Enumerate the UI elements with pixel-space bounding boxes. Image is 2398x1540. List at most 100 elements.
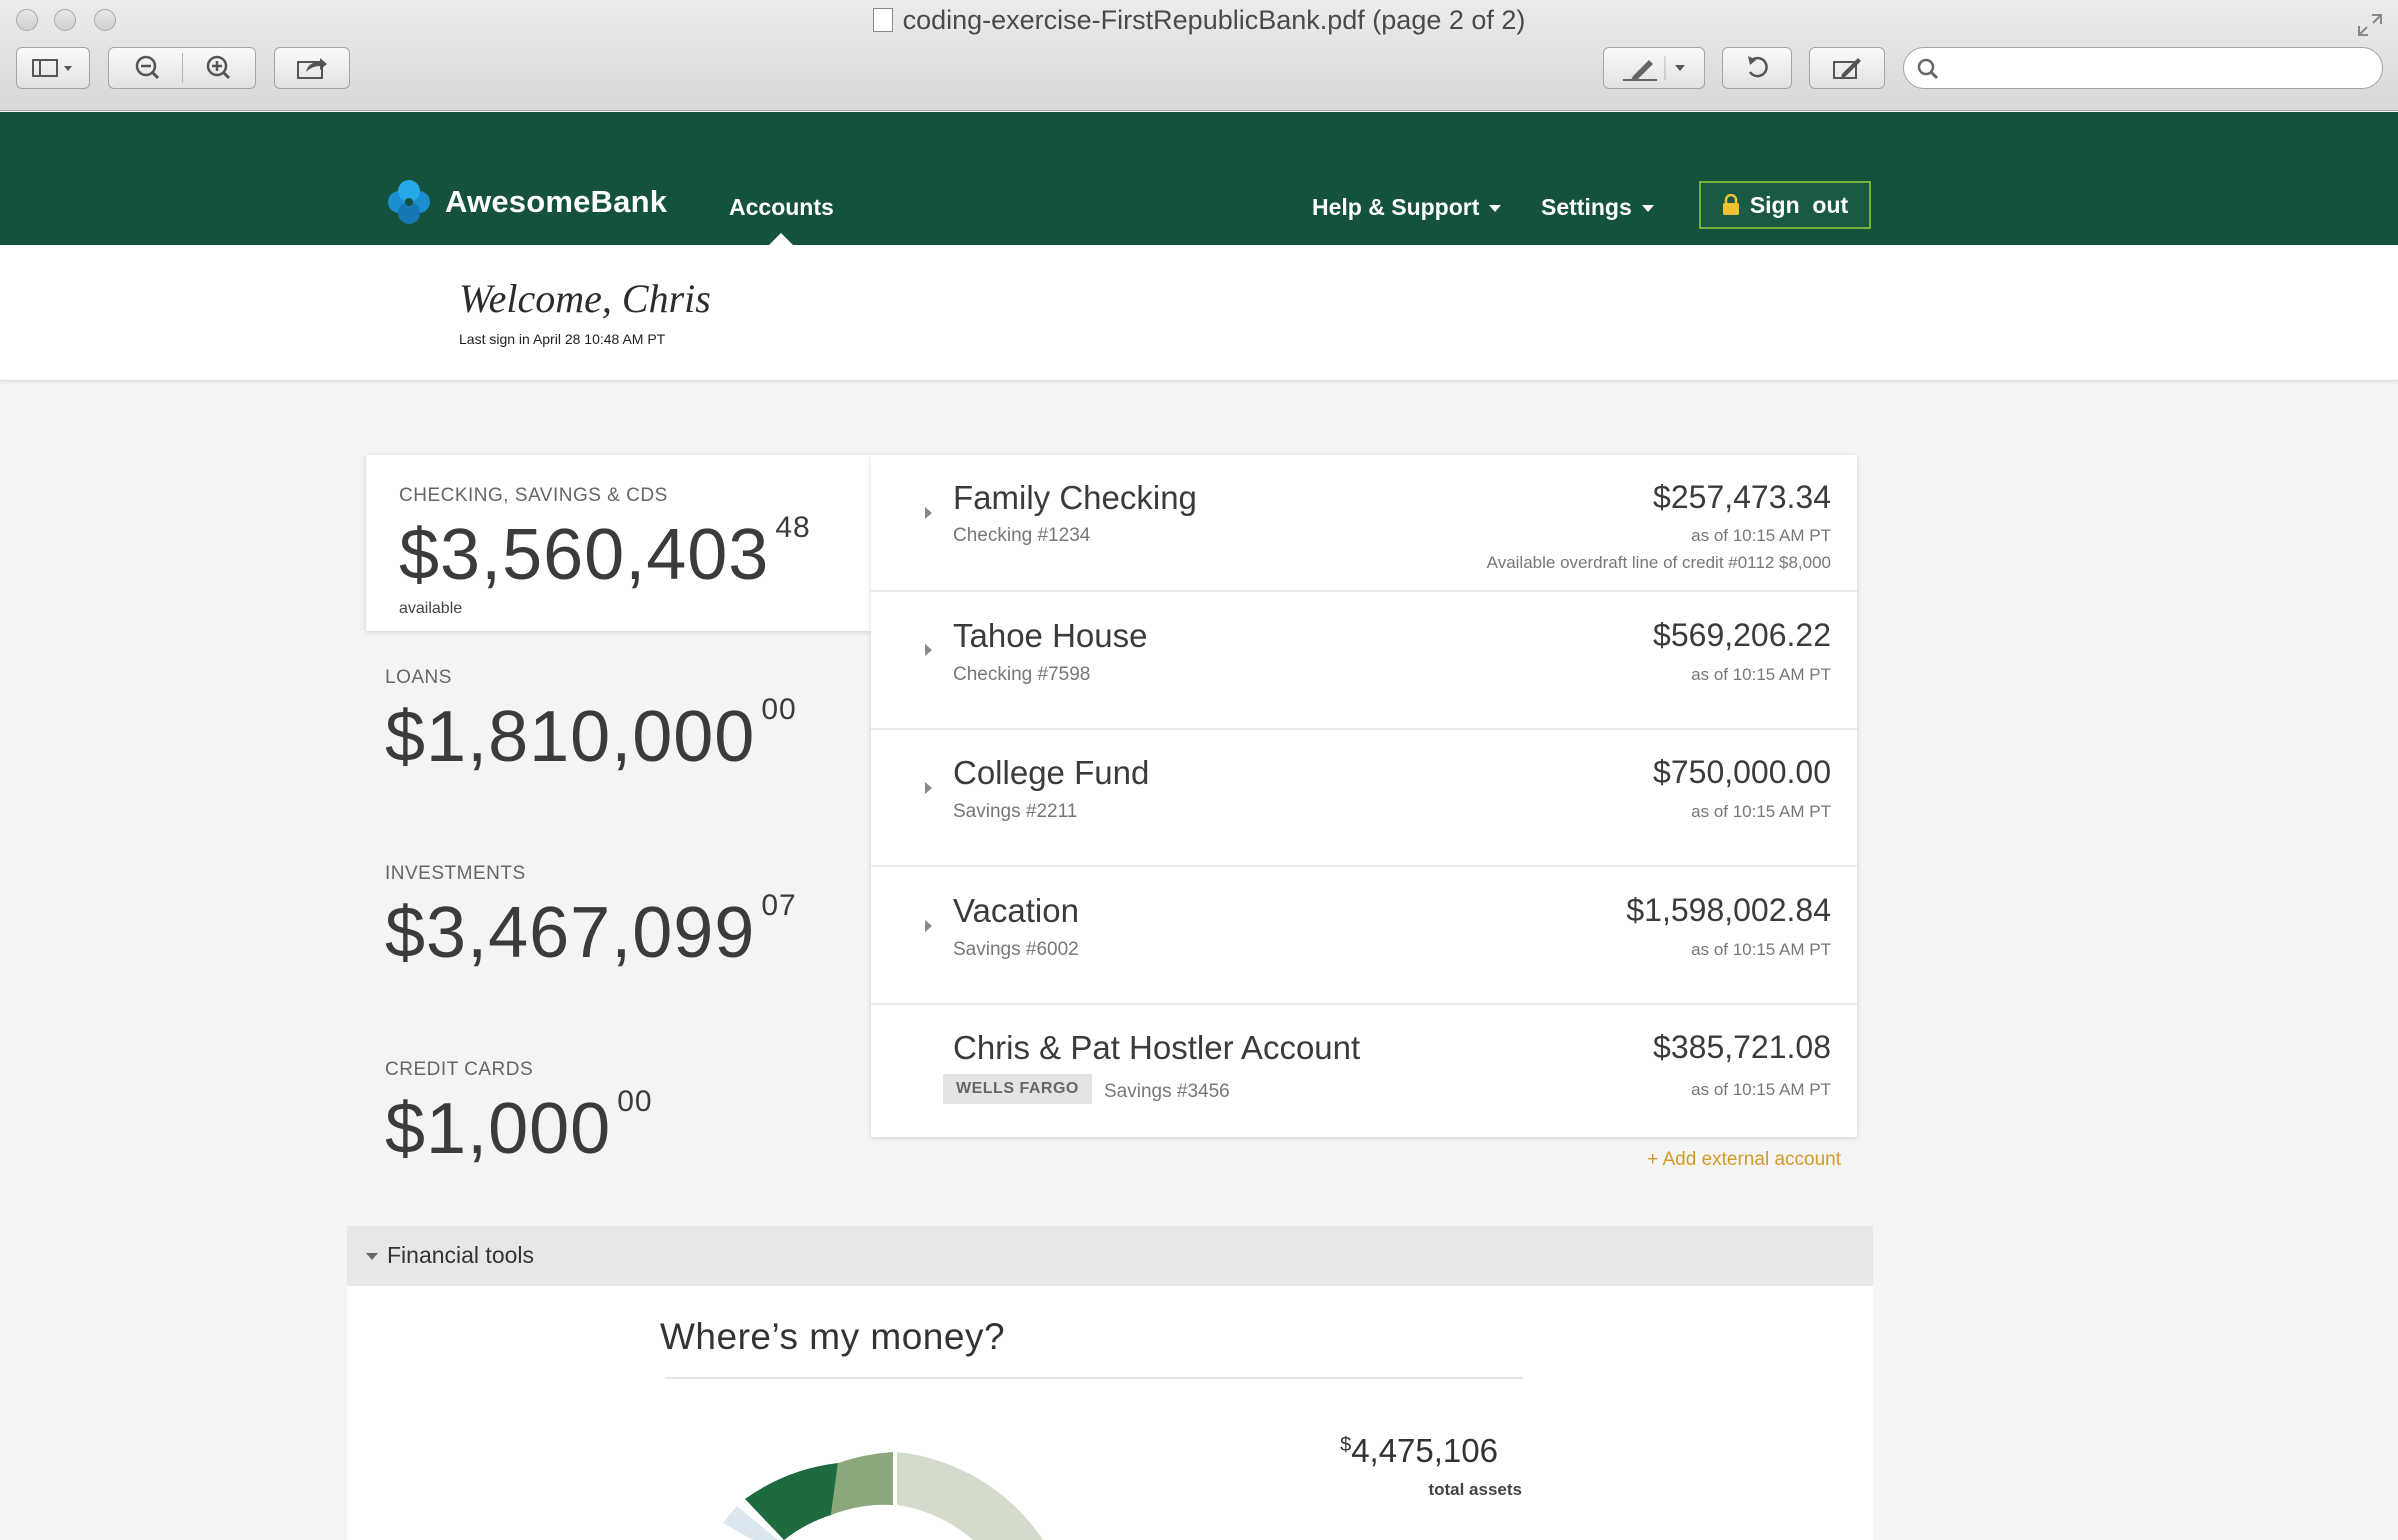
welcome-title: Welcome, Chris <box>459 276 711 321</box>
window-toolbar: coding-exercise-FirstRepublicBank.pdf (p… <box>0 0 2398 111</box>
account-row[interactable]: Vacation Savings #6002 $1,598,002.84 as … <box>871 867 1857 1005</box>
donut-segment-light[interactable] <box>897 1452 1043 1540</box>
account-number: Savings #6002 <box>953 939 1079 960</box>
summary-label: LOANS <box>385 667 452 688</box>
add-external-account-link[interactable]: + Add external account <box>1647 1149 1841 1170</box>
financial-tools-panel: Where’s my money? $4,475,106 total asset… <box>347 1286 1873 1540</box>
account-as-of: as of 10:15 AM PT <box>1691 802 1831 821</box>
summary-label: CHECKING, SAVINGS & CDS <box>399 485 668 506</box>
account-balance: $569,206.22 <box>1653 617 1831 653</box>
account-number: Checking #1234 <box>953 525 1091 546</box>
total-assets-amount: $4,475,106 <box>1340 1432 1498 1470</box>
top-navigation: AwesomeBank Accounts Help & Support Sett… <box>0 112 2398 245</box>
account-row[interactable]: Chris & Pat Hostler Account Savings #345… <box>871 1005 1857 1137</box>
account-as-of: as of 10:15 AM PT <box>1691 1080 1831 1099</box>
minimize-window-button[interactable] <box>54 9 76 31</box>
account-number: Savings #2211 <box>953 801 1078 822</box>
investments-summary[interactable]: INVESTMENTS $3,467,099 07 <box>385 863 797 969</box>
zoom-window-button[interactable] <box>94 9 116 31</box>
checking-savings-summary[interactable]: CHECKING, SAVINGS & CDS $3,560,403 48 ava… <box>366 455 872 631</box>
rotate-icon <box>1748 56 1768 78</box>
account-number: Savings #3456 <box>1104 1081 1230 1102</box>
sidebar-icon <box>32 59 72 77</box>
search-field[interactable] <box>1903 47 2383 89</box>
pen-icon <box>1623 56 1685 81</box>
available-label: available <box>399 600 463 617</box>
sign-out-label: Sign out <box>1749 191 1849 218</box>
welcome-banner: Welcome, Chris Last sign in April 28 10:… <box>0 245 2398 381</box>
account-as-of: as of 10:15 AM PT <box>1691 665 1831 684</box>
expand-arrow-icon[interactable] <box>925 782 932 794</box>
edit-icon <box>1833 58 1861 79</box>
summary-dollars: $1,810,000 <box>385 697 756 777</box>
account-name[interactable]: Vacation <box>953 892 1079 929</box>
title-divider <box>665 1377 1523 1379</box>
share-button[interactable] <box>274 47 350 89</box>
brand-name: AwesomeBank <box>445 184 668 219</box>
nav-help-label: Help & Support <box>1312 194 1480 220</box>
zoom-in-icon[interactable] <box>183 53 255 83</box>
account-name[interactable]: College Fund <box>953 754 1150 791</box>
account-balance: $257,473.34 <box>1653 479 1831 515</box>
lock-icon <box>1722 194 1739 215</box>
summary-amount: $1,810,000 00 <box>385 695 797 774</box>
account-name[interactable]: Chris & Pat Hostler Account <box>953 1029 1361 1066</box>
account-as-of: as of 10:15 AM PT <box>1691 940 1831 959</box>
summary-cents: 48 <box>775 511 811 544</box>
financial-tools-label: Financial tools <box>387 1242 535 1268</box>
summary-amount: $3,560,403 48 <box>399 513 811 592</box>
account-balance: $1,598,002.84 <box>1626 892 1831 928</box>
account-row[interactable]: Tahoe House Checking #7598 $569,206.22 a… <box>871 592 1857 730</box>
financial-tools-header[interactable]: Financial tools <box>347 1226 1873 1286</box>
account-number: Checking #7598 <box>953 664 1091 685</box>
nav-help-support[interactable]: Help & Support <box>1312 194 1502 221</box>
window-title: coding-exercise-FirstRepublicBank.pdf (p… <box>0 5 2398 36</box>
last-sign-in-text: Last sign in April 28 10:48 AM PT <box>459 331 666 347</box>
sign-out-button[interactable]: Sign out <box>1699 181 1871 229</box>
account-row[interactable]: College Fund Savings #2211 $750,000.00 a… <box>871 730 1857 867</box>
account-name[interactable]: Tahoe House <box>953 617 1148 654</box>
edit-button[interactable] <box>1809 47 1885 89</box>
currency-symbol: $ <box>1340 1434 1352 1456</box>
summary-label: CREDIT CARDS <box>385 1059 534 1080</box>
bank-badge: WELLS FARGO <box>943 1074 1092 1104</box>
account-row[interactable]: Family Checking Checking #1234 $257,473.… <box>871 455 1857 592</box>
expand-arrow-icon[interactable] <box>925 644 932 656</box>
summary-dollars: $1,000 <box>385 1089 612 1169</box>
loans-summary[interactable]: LOANS $1,810,000 00 <box>385 667 797 773</box>
chevron-down-icon <box>1489 205 1502 212</box>
accounts-list: Family Checking Checking #1234 $257,473.… <box>871 455 1857 1137</box>
account-balance: $750,000.00 <box>1653 754 1831 790</box>
chevron-down-icon <box>1641 205 1654 212</box>
total-assets-label: total assets <box>1428 1480 1522 1499</box>
donut-segment-primary[interactable] <box>745 1463 838 1540</box>
search-icon <box>1917 58 1939 80</box>
nav-settings[interactable]: Settings <box>1541 194 1654 221</box>
annotate-button[interactable] <box>1603 47 1705 89</box>
expand-arrow-icon[interactable] <box>925 920 932 932</box>
credit-cards-summary[interactable]: CREDIT CARDS $1,000 00 <box>385 1059 653 1165</box>
summary-dollars: $3,467,099 <box>385 893 756 973</box>
collapse-triangle-icon <box>366 1253 378 1260</box>
sidebar-toggle-button[interactable] <box>16 47 90 89</box>
summary-cents: 07 <box>761 889 797 922</box>
brand-logo[interactable]: AwesomeBank <box>383 177 667 227</box>
fullscreen-icon[interactable] <box>2356 12 2384 38</box>
active-nav-pointer <box>769 233 793 245</box>
zoom-out-icon[interactable] <box>110 53 182 83</box>
donut-segment-pale[interactable] <box>723 1506 778 1540</box>
nav-accounts[interactable]: Accounts <box>729 194 834 220</box>
expand-arrow-icon[interactable] <box>925 507 932 519</box>
window-title-text: coding-exercise-FirstRepublicBank.pdf (p… <box>902 5 1526 35</box>
rotate-button[interactable] <box>1722 47 1792 89</box>
assets-donut-chart <box>723 1452 1043 1540</box>
clover-logo-icon <box>388 180 430 224</box>
search-input[interactable] <box>1950 54 2374 84</box>
toolbar-separator <box>181 53 183 83</box>
account-name[interactable]: Family Checking <box>953 479 1197 516</box>
summary-amount: $1,000 00 <box>385 1087 653 1166</box>
close-window-button[interactable] <box>16 9 38 31</box>
donut-segment-secondary[interactable] <box>831 1452 893 1515</box>
nav-settings-label: Settings <box>1541 194 1632 220</box>
summary-amount: $3,467,099 07 <box>385 891 797 970</box>
